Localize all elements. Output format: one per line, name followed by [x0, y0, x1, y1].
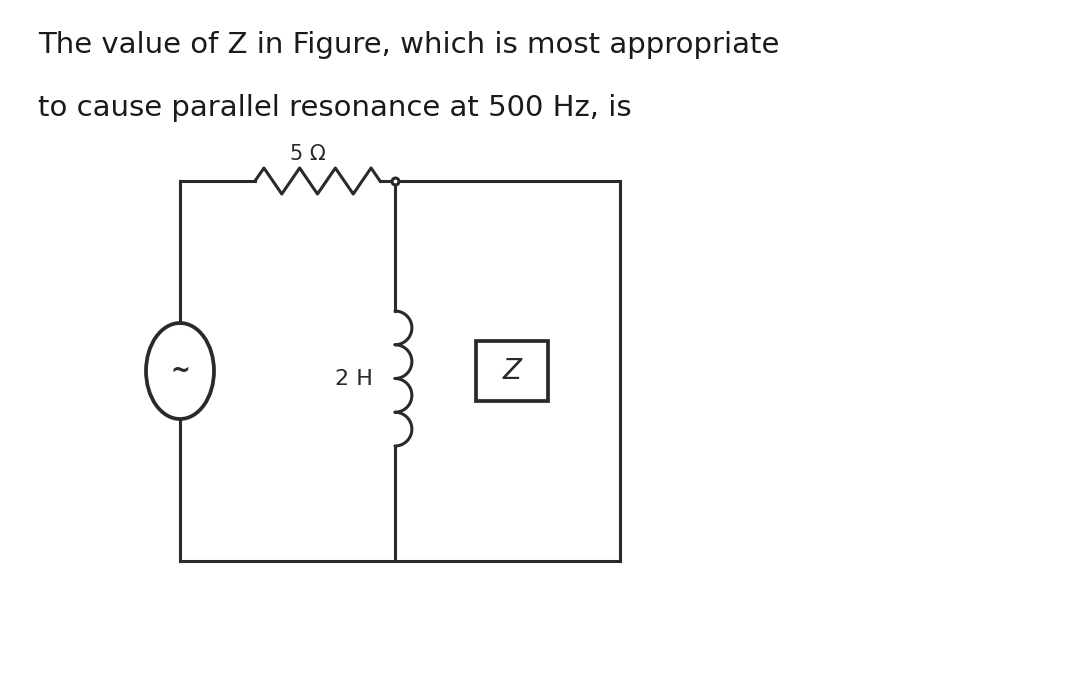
Text: Z: Z	[503, 357, 522, 385]
Text: ~: ~	[171, 359, 190, 383]
Text: to cause parallel resonance at 500 Hz, is: to cause parallel resonance at 500 Hz, i…	[38, 94, 632, 122]
Text: The value of Z in Figure, which is most appropriate: The value of Z in Figure, which is most …	[38, 31, 780, 59]
Text: 2 H: 2 H	[335, 368, 373, 389]
Bar	[476, 341, 549, 401]
Text: 5 Ω: 5 Ω	[289, 144, 325, 164]
